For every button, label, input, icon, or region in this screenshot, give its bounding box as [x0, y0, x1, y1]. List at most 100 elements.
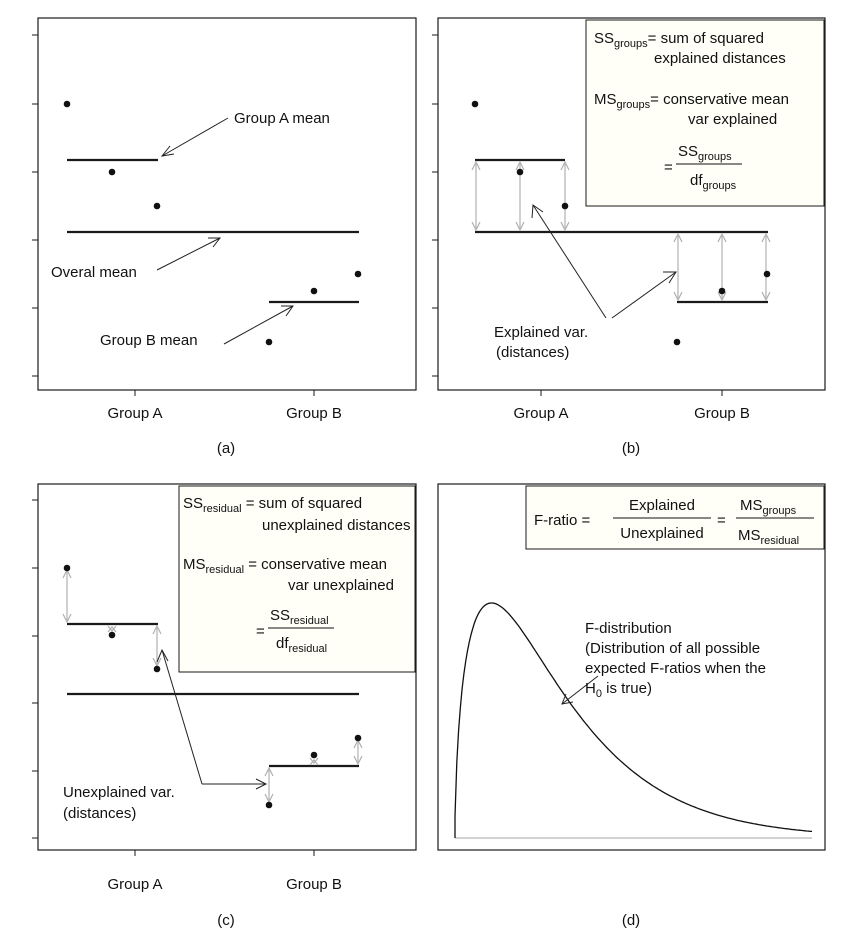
ms-definition: = conservative mean	[650, 91, 789, 108]
panel-b-y-ticks	[432, 34, 438, 377]
ss-definition: = sum of squared	[242, 495, 362, 512]
panel-a-points	[63, 100, 362, 346]
fraction-numerator: SS	[678, 143, 698, 160]
ss-definition: = sum of squared	[648, 30, 764, 47]
ss-symbol: SS	[183, 495, 203, 512]
panel-b: Explained var. (distances) SSgroups= sum…	[432, 17, 826, 457]
data-point	[108, 168, 116, 176]
panel-a-arrows	[156, 117, 294, 345]
f-distribution-title: F-distribution	[585, 620, 672, 637]
svg-text:SSresidual = sum of squared: SSresidual = sum of squared	[183, 495, 362, 515]
unexplained-var-arrows	[156, 648, 268, 790]
svg-text:MSgroups= conservative mean: MSgroups= conservative mean	[594, 91, 789, 111]
panel-b-caption: (b)	[622, 440, 640, 457]
ms-definition-cont: var unexplained	[288, 577, 394, 594]
ms-definition: = conservative mean	[244, 556, 387, 573]
panel-c-x-ticks	[134, 850, 315, 856]
data-point	[265, 801, 273, 809]
fraction-numerator: SS	[270, 607, 290, 624]
f-ratio-box: F-ratio = Explained Unexplained = MSgrou…	[525, 485, 825, 550]
overall-mean-label: Overal mean	[51, 264, 137, 281]
equals-sign: =	[664, 159, 673, 176]
panel-d-caption: (d)	[622, 912, 640, 929]
data-point	[310, 751, 318, 759]
svg-text:SSresidual: SSresidual	[270, 607, 329, 627]
ms-subscript: residual	[206, 564, 245, 576]
data-point	[63, 100, 71, 108]
fraction-denominator-sub: residual	[289, 643, 328, 655]
data-point	[108, 631, 116, 639]
f-distribution-curve	[454, 602, 813, 838]
data-point	[63, 564, 71, 572]
h0-subscript: 0	[596, 688, 602, 700]
svg-text:H0 is true): H0 is true)	[585, 680, 652, 700]
panel-c: Unexplained var. (distances) SSresidual …	[32, 483, 417, 929]
svg-text:dfgroups: dfgroups	[690, 172, 737, 192]
fraction-numerator-sub: residual	[290, 615, 329, 627]
ss-residual-box: SSresidual = sum of squared unexplained …	[178, 485, 416, 673]
equals-sign: =	[256, 623, 265, 640]
data-point	[561, 202, 569, 210]
panel-d: F-ratio = Explained Unexplained = MSgrou…	[437, 483, 826, 929]
svg-text:MSresidual = conservative mean: MSresidual = conservative mean	[183, 556, 387, 576]
fraction-denominator-sub: groups	[703, 180, 737, 192]
ms-symbol: MS	[183, 556, 206, 573]
ss-subscript: residual	[203, 503, 242, 515]
data-point	[763, 270, 771, 278]
panel-a-frame	[37, 17, 417, 391]
explained-var-arrows	[531, 204, 677, 319]
panel-a-x-ticks	[134, 390, 315, 396]
data-point	[153, 665, 161, 673]
f-distribution-desc: (Distribution of all possible	[585, 640, 760, 657]
ss-groups-box: SSgroups= sum of squared explained dista…	[585, 19, 825, 207]
data-point	[265, 338, 273, 346]
ms-definition-cont: var explained	[688, 111, 777, 128]
fraction-denominator: df	[276, 635, 289, 652]
f-distribution-desc: expected F-ratios when the	[585, 660, 766, 677]
ss-subscript: groups	[614, 38, 648, 50]
svg-text:MSgroups: MSgroups	[740, 497, 797, 517]
panel-c-points	[63, 564, 362, 809]
explained-var-label: Explained var.	[494, 324, 588, 341]
f-distribution-desc-end: is true)	[602, 680, 652, 697]
svg-text:SSgroups: SSgroups	[678, 143, 732, 163]
panel-a: Group A mean Overal mean Group B mean Gr…	[32, 17, 417, 457]
f-distribution-arrow	[561, 675, 599, 705]
data-point	[153, 202, 161, 210]
fraction-numerator-sub: groups	[698, 151, 732, 163]
h0-symbol: H	[585, 680, 596, 697]
panel-b-x-ticks	[540, 390, 723, 396]
svg-text:SSgroups= sum of squared: SSgroups= sum of squared	[594, 30, 764, 50]
panel-c-y-ticks	[32, 499, 38, 839]
ms-residual-symbol: MS	[738, 527, 761, 544]
ms-subscript: groups	[617, 99, 651, 111]
x-tick-label: Group A	[513, 405, 568, 422]
ratio-denominator: Unexplained	[620, 525, 703, 542]
unexplained-var-sublabel: (distances)	[63, 805, 136, 822]
data-point	[471, 100, 479, 108]
panel-a-caption: (a)	[217, 440, 235, 457]
data-point	[516, 168, 524, 176]
svg-text:dfresidual: dfresidual	[276, 635, 327, 655]
ss-symbol: SS	[594, 30, 614, 47]
ms-groups-symbol: MS	[740, 497, 763, 514]
ms-symbol: MS	[594, 91, 617, 108]
unexplained-var-label: Unexplained var.	[63, 784, 175, 801]
group-b-mean-label: Group B mean	[100, 332, 198, 349]
explained-distance-arrows	[471, 160, 771, 302]
x-tick-label: Group B	[286, 405, 342, 422]
data-point	[354, 270, 362, 278]
equals-sign: =	[717, 512, 726, 529]
fraction-denominator: df	[690, 172, 703, 189]
data-point	[310, 287, 318, 295]
ratio-numerator: Explained	[629, 497, 695, 514]
f-ratio-lhs: F-ratio =	[534, 512, 591, 529]
ss-definition-cont: explained distances	[654, 50, 786, 67]
data-point	[718, 287, 726, 295]
data-point	[354, 734, 362, 742]
panel-a-y-ticks	[32, 34, 38, 377]
explained-var-sublabel: (distances)	[496, 344, 569, 361]
ms-groups-subscript: groups	[763, 505, 797, 517]
x-tick-label: Group B	[694, 405, 750, 422]
